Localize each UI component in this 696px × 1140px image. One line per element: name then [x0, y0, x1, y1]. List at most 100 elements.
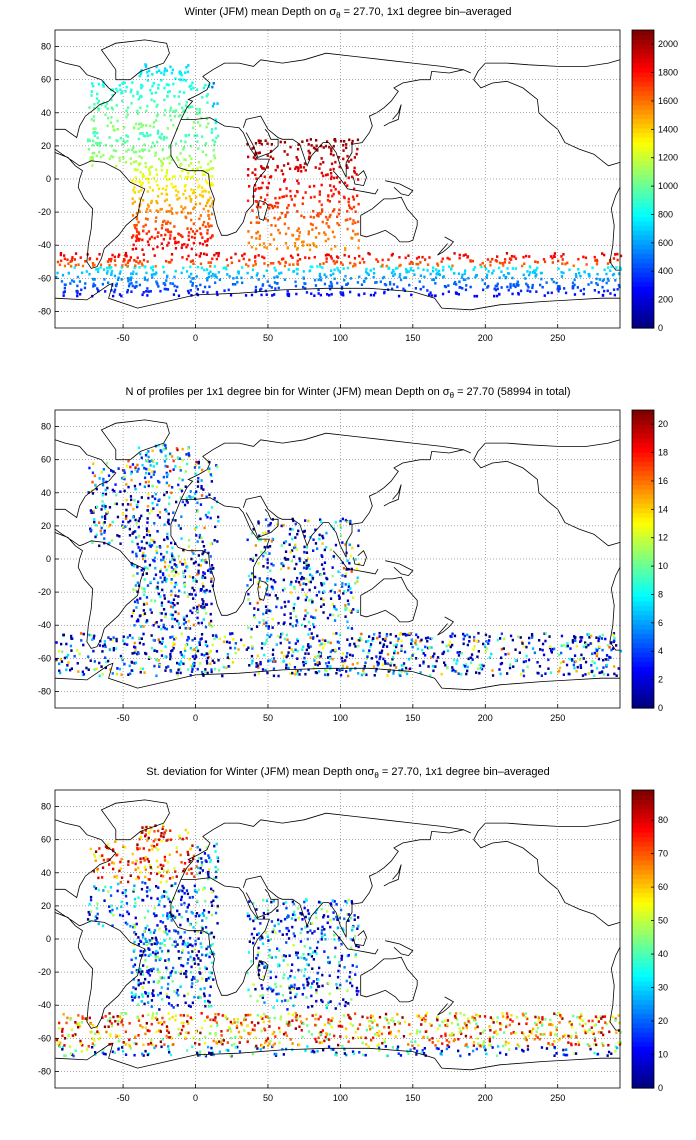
data-cell: [124, 891, 127, 895]
data-cell: [130, 281, 133, 285]
data-cell: [337, 212, 340, 216]
data-cell: [284, 540, 287, 543]
data-cell: [534, 275, 537, 278]
data-cell: [536, 266, 539, 270]
data-cell: [369, 643, 373, 646]
data-cell: [151, 994, 155, 997]
data-cell: [273, 266, 276, 270]
data-cell: [179, 651, 182, 654]
data-cell: [208, 217, 211, 220]
data-cell: [133, 931, 136, 934]
data-cell: [363, 292, 366, 295]
data-cell: [308, 588, 311, 592]
data-cell: [96, 917, 99, 920]
data-cell: [165, 83, 168, 86]
data-cell: [133, 499, 136, 502]
colorbar-segment: [632, 323, 654, 329]
data-cell: [169, 560, 172, 564]
data-cell: [127, 673, 130, 676]
data-cell: [148, 472, 151, 475]
data-cell: [329, 273, 332, 277]
data-cell: [201, 150, 204, 153]
data-cell: [190, 157, 193, 161]
data-cell: [255, 957, 258, 960]
data-cell: [255, 274, 258, 277]
data-cell: [137, 525, 140, 529]
data-cell: [318, 274, 321, 277]
data-cell: [610, 265, 613, 268]
data-cell: [145, 890, 149, 893]
data-cell: [144, 927, 147, 930]
data-cell: [200, 605, 203, 608]
data-cell: [203, 173, 206, 176]
data-cell: [137, 137, 140, 141]
data-cell: [531, 283, 534, 287]
data-cell: [544, 639, 547, 643]
data-cell: [265, 246, 268, 250]
data-cell: [169, 657, 172, 661]
data-cell: [226, 653, 230, 656]
data-cell: [156, 968, 159, 971]
data-cell: [128, 664, 131, 668]
data-cell: [98, 644, 102, 647]
data-cell: [131, 998, 134, 1002]
data-cell: [187, 903, 190, 907]
data-cell: [360, 632, 363, 636]
data-cell: [280, 606, 283, 609]
data-cell: [198, 643, 201, 646]
data-cell: [349, 587, 352, 590]
data-cell: [541, 648, 544, 652]
data-cell: [210, 480, 213, 483]
data-cell: [353, 914, 356, 917]
data-cell: [134, 648, 137, 652]
data-cell: [601, 279, 604, 283]
data-cell: [213, 877, 216, 880]
data-cell: [186, 892, 190, 896]
data-cell: [135, 150, 138, 154]
data-cell: [188, 943, 191, 947]
data-cell: [370, 657, 373, 660]
data-cell: [206, 515, 209, 519]
data-cell: [338, 270, 342, 274]
data-cell: [119, 88, 122, 91]
data-cell: [168, 204, 171, 207]
data-cell: [346, 559, 349, 563]
data-cell: [304, 598, 307, 602]
data-cell: [228, 657, 231, 660]
data-cell: [157, 210, 160, 213]
data-cell: [163, 113, 166, 117]
coastline: [437, 616, 455, 636]
colorbar-segment: [632, 234, 654, 241]
data-cell: [209, 167, 213, 170]
data-cell: [287, 227, 290, 230]
data-cell: [158, 481, 161, 484]
data-cell: [323, 548, 326, 552]
data-cell: [535, 290, 538, 293]
data-cell: [168, 484, 171, 487]
data-cell: [117, 882, 120, 886]
coastline: [360, 196, 418, 243]
data-cell: [398, 275, 401, 279]
data-cell: [344, 583, 347, 586]
data-cell: [251, 574, 254, 577]
data-cell: [141, 238, 144, 242]
data-cell: [298, 234, 301, 238]
data-cell: [212, 102, 216, 105]
data-cell: [252, 146, 255, 149]
data-cell: [183, 647, 187, 650]
data-cell: [374, 669, 378, 673]
data-cell: [216, 895, 219, 899]
data-cell: [173, 95, 176, 98]
data-cell: [136, 843, 139, 846]
data-cell: [144, 959, 147, 962]
data-cell: [295, 993, 298, 996]
coastline: [170, 497, 270, 616]
data-cell: [257, 537, 260, 540]
colorbar-segment: [632, 141, 654, 148]
data-cell: [262, 565, 265, 568]
data-cell: [502, 274, 505, 277]
data-cell: [169, 282, 172, 285]
data-cell: [345, 568, 348, 571]
data-cell: [587, 643, 590, 647]
data-cell: [126, 636, 129, 639]
